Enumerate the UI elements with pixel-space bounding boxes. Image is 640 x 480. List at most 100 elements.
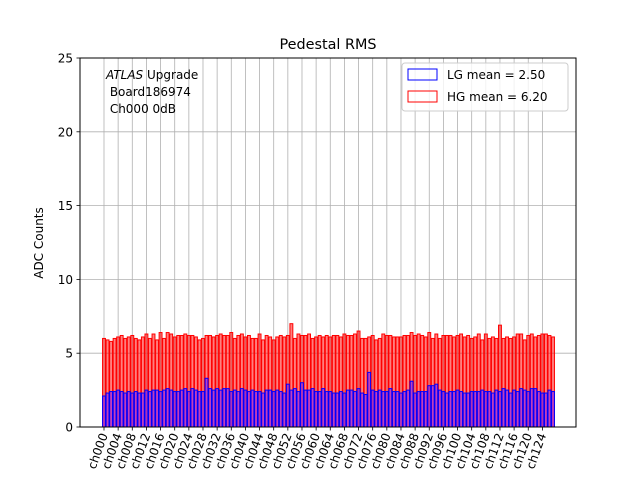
lg-bar (367, 371, 372, 428)
lg-bar (190, 388, 195, 428)
lg-bar (222, 388, 227, 428)
lg-bar (172, 391, 177, 428)
lg-bar (236, 391, 241, 428)
lg-bar (540, 392, 545, 428)
lg-bar (300, 382, 304, 428)
lg-bar (183, 388, 188, 428)
lg-bar (399, 392, 403, 428)
lg-bar (310, 388, 315, 428)
legend-frame (401, 62, 569, 112)
y-tick-label: 15 (58, 199, 73, 213)
lg-bar (384, 391, 389, 428)
lg-bar (338, 391, 343, 428)
chart-title: Pedestal RMS (279, 37, 376, 53)
lg-bar (494, 389, 499, 428)
lg-bar (179, 389, 184, 428)
lg-bar (469, 391, 474, 428)
lg-bar (162, 389, 167, 428)
lg-bar (476, 391, 481, 428)
lg-bar (292, 388, 297, 428)
lg-bar (345, 389, 350, 428)
lg-bar (406, 389, 410, 428)
lg-bar (473, 391, 478, 428)
lg-bar (526, 391, 531, 428)
lg-bar (487, 391, 492, 428)
y-axis-label: ADC Counts (32, 207, 46, 279)
annotation-upgrade: Upgrade (143, 68, 198, 82)
lg-bar (303, 389, 308, 428)
lg-bar (282, 392, 287, 428)
lg-bar (483, 391, 488, 428)
lg-bar (328, 391, 333, 428)
lg-bar (126, 391, 131, 428)
lg-bar (193, 389, 198, 428)
legend-swatch-lg (407, 68, 438, 81)
lg-bar (360, 392, 365, 428)
lg-bar (261, 392, 266, 428)
lg-bar (155, 389, 159, 428)
lg-bar (296, 391, 301, 428)
lg-bar (165, 388, 170, 428)
lg-bar (275, 389, 280, 428)
lg-bar (512, 389, 517, 428)
lg-bar (109, 391, 114, 428)
lg-bar (342, 392, 347, 428)
lg-bar (353, 391, 357, 428)
lg-bar (508, 392, 513, 428)
lg-bar (455, 389, 460, 428)
atlas-annotation: ATLAS Upgrade Board186974 Ch000 0dB (105, 68, 198, 116)
y-tick-label: 10 (58, 273, 73, 287)
lg-bar (363, 394, 368, 428)
lg-bar (409, 380, 414, 428)
lg-bar (452, 391, 456, 428)
lg-bar (144, 389, 149, 428)
lg-bar (169, 389, 174, 428)
lg-bar (335, 392, 340, 428)
lg-bar (551, 391, 555, 428)
y-tick-label: 5 (65, 347, 73, 361)
lg-bar (498, 391, 502, 428)
lg-bar (201, 391, 205, 428)
lg-bar (271, 391, 276, 428)
lg-bar (137, 392, 142, 428)
legend: LG mean = 2.50 HG mean = 6.20 (401, 62, 569, 112)
lg-bar (466, 392, 471, 428)
lg-bar (225, 388, 230, 428)
lg-bar (247, 391, 251, 428)
lg-bar (123, 392, 128, 428)
lg-bar (289, 389, 294, 428)
lg-bar (140, 392, 145, 428)
lg-bar (215, 388, 220, 428)
lg-bar (331, 392, 336, 428)
lg-bar (536, 391, 541, 428)
lg-bar (268, 389, 273, 428)
lg-bar (427, 385, 432, 428)
lg-bar (250, 389, 255, 428)
lg-bar (356, 388, 361, 428)
lg-bar (420, 391, 425, 428)
lg-bar (515, 391, 520, 428)
lg-bar (102, 395, 106, 428)
lg-bar (430, 385, 435, 428)
lg-bar (434, 383, 439, 428)
hg-series-bars (102, 323, 555, 428)
lg-bar (522, 389, 527, 428)
legend-label-lg: LG mean = 2.50 (447, 68, 545, 82)
lg-bar (218, 389, 223, 428)
plot-frame (79, 57, 577, 428)
y-axis-ticks: 0 5 10 15 20 25 (58, 52, 80, 435)
lg-bar (116, 389, 121, 428)
lg-bar (324, 391, 329, 428)
lg-bar (285, 383, 290, 428)
lg-bar (448, 391, 453, 428)
lg-bar (490, 392, 495, 428)
lg-bar (314, 391, 319, 428)
lg-bar (239, 388, 244, 428)
annotation-board: Board186974 (106, 85, 191, 99)
lg-bar (278, 391, 283, 428)
lg-bar (413, 392, 418, 428)
lg-bar (374, 391, 379, 428)
lg-bar (208, 388, 213, 428)
lg-bar (547, 389, 552, 428)
